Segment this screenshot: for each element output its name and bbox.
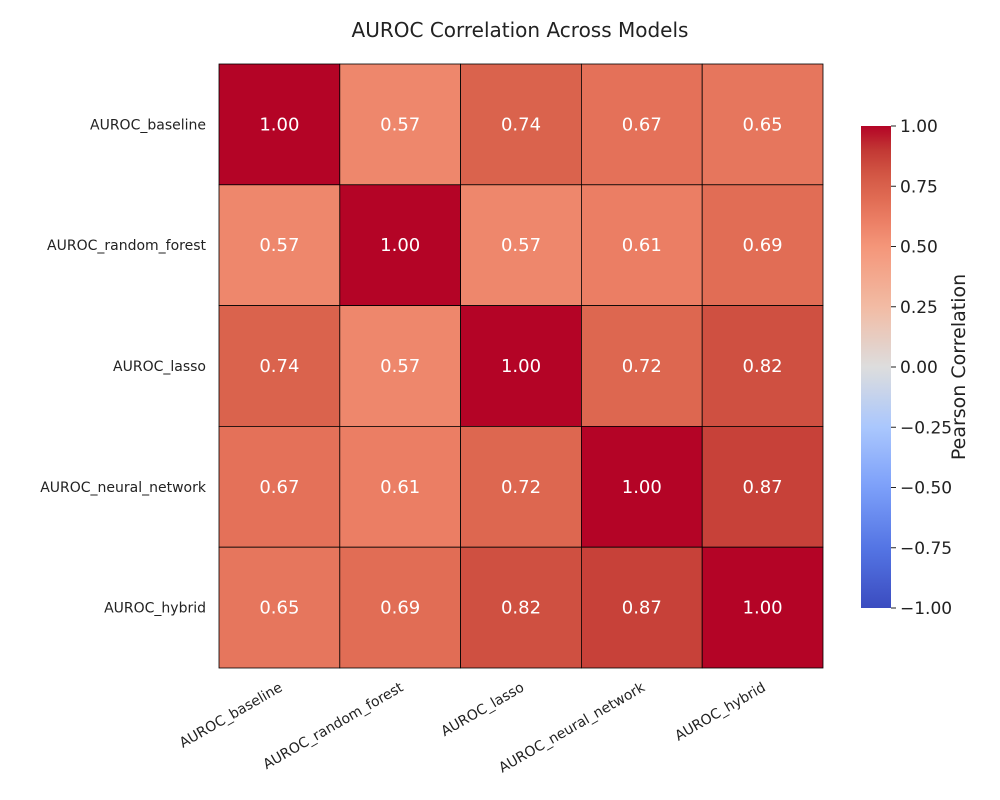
cell-value-label: 0.87 xyxy=(743,477,783,498)
cell-value-label: 0.65 xyxy=(259,598,299,619)
heatmap-cell xyxy=(339,63,461,186)
colorbar-title: Pearson Correlation xyxy=(948,274,970,460)
heatmap-cell xyxy=(581,425,703,548)
row-label: AUROC_neural_network xyxy=(40,480,207,496)
colorbar-tick-label: 0.50 xyxy=(900,238,938,258)
heatmap-cell xyxy=(460,546,582,669)
colorbar-tick-label: −0.25 xyxy=(900,418,952,438)
cell-value-label: 0.74 xyxy=(501,114,541,135)
heatmap-cell xyxy=(460,425,582,548)
heatmap-cell xyxy=(339,546,461,669)
cell-value-label: 0.87 xyxy=(622,598,662,619)
row-labels: AUROC_baseline AUROC_random_forest AUROC_l… xyxy=(40,117,207,616)
heatmap-cell xyxy=(339,425,461,548)
heatmap-cell xyxy=(218,425,341,548)
heatmap-cell xyxy=(701,305,824,427)
colorbar: 1.00 0.75 0.50 0.25 0.00 −0.25 −0.50 −0.75 −1.00… xyxy=(861,117,970,619)
row-label: AUROC_lasso xyxy=(113,359,206,375)
heatmap-cell xyxy=(218,63,341,186)
cell-value-label: 0.57 xyxy=(380,114,420,135)
heatmap-cell xyxy=(339,184,461,307)
colorbar-tick-label: 1.00 xyxy=(900,117,938,137)
heatmap-cell xyxy=(701,546,824,669)
colorbar-tick-label: 0.00 xyxy=(900,358,938,378)
heatmap-cell xyxy=(701,184,824,307)
heatmap-cell xyxy=(581,63,703,186)
row-label: AUROC_random_forest xyxy=(47,238,206,254)
column-label: AUROC_lasso xyxy=(438,680,527,740)
heatmap-cell xyxy=(218,546,341,669)
colorbar-tick-label: 0.75 xyxy=(900,177,938,197)
heatmap-cell xyxy=(339,305,461,427)
row-label: AUROC_baseline xyxy=(90,117,206,133)
heatmap-cell xyxy=(460,305,582,427)
cell-value-label: 0.69 xyxy=(380,598,420,619)
cell-value-label: 0.65 xyxy=(743,114,783,135)
colorbar-ticks: 1.00 0.75 0.50 0.25 0.00 −0.25 −0.50 −0.75 −1.00 xyxy=(891,117,952,619)
heatmap-cell xyxy=(218,184,341,307)
colorbar-gradient xyxy=(861,126,891,608)
cell-value-label: 0.57 xyxy=(259,235,299,256)
heatmap-cells: 1.00 0.57 0.74 0.67 0.65 0.57 1.00 0.57 0.61 0.69… xyxy=(218,63,824,669)
heatmap-cell xyxy=(460,63,582,186)
heatmap-cell xyxy=(581,305,703,427)
cell-value-label: 1.00 xyxy=(501,356,541,377)
colorbar-tick-label: −1.00 xyxy=(900,599,952,619)
row-label: AUROC_hybrid xyxy=(104,601,206,617)
cell-value-label: 0.82 xyxy=(743,356,783,377)
heatmap-cell xyxy=(460,184,582,307)
cell-value-label: 1.00 xyxy=(259,114,299,135)
cell-value-label: 0.74 xyxy=(259,356,299,377)
cell-value-label: 1.00 xyxy=(743,598,783,619)
heatmap-cell xyxy=(701,425,824,548)
cell-value-label: 0.82 xyxy=(501,598,541,619)
cell-value-label: 1.00 xyxy=(380,235,420,256)
cell-value-label: 0.67 xyxy=(259,477,299,498)
cell-value-label: 0.69 xyxy=(743,235,783,256)
column-label: AUROC_baseline xyxy=(177,680,285,752)
colorbar-tick-label: 0.25 xyxy=(900,298,938,318)
colorbar-tick-label: −0.50 xyxy=(900,479,952,499)
cell-value-label: 0.61 xyxy=(380,477,420,498)
cell-value-label: 1.00 xyxy=(622,477,662,498)
cell-value-label: 0.67 xyxy=(622,114,662,135)
chart-title: AUROC Correlation Across Models xyxy=(352,18,689,42)
cell-value-label: 0.72 xyxy=(501,477,541,498)
cell-value-label: 0.57 xyxy=(501,235,541,256)
colorbar-tick-label: −0.75 xyxy=(900,539,952,559)
column-label: AUROC_hybrid xyxy=(672,680,768,745)
cell-value-label: 0.72 xyxy=(622,356,662,377)
cell-value-label: 0.61 xyxy=(622,235,662,256)
cell-value-label: 0.57 xyxy=(380,356,420,377)
heatmap-cell xyxy=(701,63,824,186)
